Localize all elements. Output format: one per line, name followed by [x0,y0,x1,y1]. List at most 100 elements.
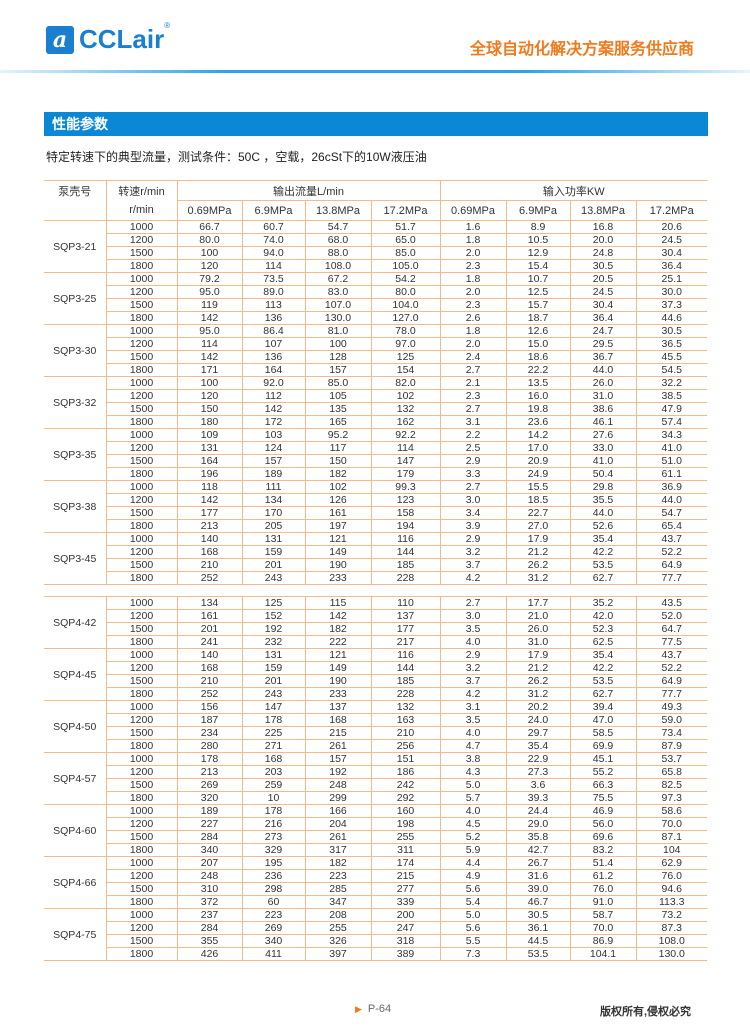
flow-cell: 149 [304,661,371,675]
flow-cell: 171 [176,363,242,377]
power-cell: 5.7 [439,791,506,805]
power-cell: 43.7 [635,648,707,662]
flow-cell: 110 [370,596,440,610]
speed-cell: 1000 [105,648,177,662]
power-cell: 44.0 [635,493,707,507]
page-number-text: P-64 [367,1003,392,1015]
pump-model-cell: SQP3-35 [44,428,106,481]
speed-cell: 1800 [105,363,177,377]
power-cell: 4.0 [439,726,506,740]
power-cell: 30.0 [635,285,707,299]
flow-cell: 81.0 [304,324,371,338]
speed-cell: 1200 [105,817,177,831]
power-cell: 1.6 [439,220,506,234]
table-row: SQP4-45 1000 140 131 121 116 2.9 17.9 35.4 43.7 [44,648,707,701]
flow-cell: 154 [370,363,440,377]
power-cell: 38.6 [569,402,636,416]
flow-cell: 114 [241,259,305,273]
power-cell: 2.5 [439,441,506,455]
table-row: 1200 95.0 89.0 83.0 80.0 2.0 12.5 24.5 30.0 [44,285,707,299]
power-cell: 62.7 [569,571,636,585]
power-cell: 18.5 [505,493,570,507]
power-cell: 1.8 [439,272,506,286]
power-cell: 24.7 [569,324,636,338]
power-cell: 108.0 [635,934,707,948]
power-cell: 36.4 [569,311,636,325]
power-cell: 55.2 [569,765,636,779]
power-cell: 22.2 [505,363,570,377]
table-row: 1200 284 269 255 247 5.6 36.1 70.0 87.3 [44,921,707,935]
power-cell: 2.3 [439,298,506,312]
header-flow: 输出流量L/min [176,180,440,201]
power-cell: 4.7 [439,739,506,753]
flow-cell: 159 [241,661,305,675]
flow-cell: 273 [241,830,305,844]
power-cell: 3.1 [439,415,506,429]
flow-cell: 215 [370,869,440,883]
power-cell: 5.5 [439,934,506,948]
table-row: 1500 100 94.0 88.0 85.0 2.0 12.9 24.8 30.4 [44,246,707,260]
flow-cell: 190 [304,674,371,688]
pump-model-cell: SQP4-75 [44,908,106,961]
flow-cell: 247 [370,921,440,935]
header-subrow: r/min 0.69MPa 6.9MPa 13.8MPa 17.2MPa 0.6… [44,200,707,221]
flow-cell: 215 [304,726,371,740]
flow-cell: 182 [304,467,371,481]
power-cell: 26.2 [505,558,570,572]
power-cell: 44.6 [635,311,707,325]
power-cell: 54.5 [635,363,707,377]
table-row: 1200 227 216 204 198 4.5 29.0 56.0 70.0 [44,817,707,831]
flow-cell: 170 [241,506,305,520]
flow-cell: 92.2 [370,428,440,442]
power-cell: 2.3 [439,259,506,273]
table-row: 1800 340 329 317 311 5.9 42.7 83.2 104 [44,843,707,857]
power-cell: 30.4 [569,298,636,312]
flow-cell: 166 [304,804,371,818]
table-row: 1200 248 236 223 215 4.9 31.6 61.2 76.0 [44,869,707,883]
power-cell: 46.1 [569,415,636,429]
speed-cell: 1800 [105,571,177,585]
flow-cell: 60.7 [241,220,305,234]
power-cell: 65.8 [635,765,707,779]
power-cell: 35.4 [505,739,570,753]
header-power-p1: 0.69MPa [439,200,506,221]
flow-cell: 180 [176,415,242,429]
power-cell: 12.9 [505,246,570,260]
flow-cell: 140 [176,532,242,546]
speed-cell: 1000 [105,480,177,494]
flow-cell: 79.2 [176,272,242,286]
flow-cell: 261 [304,830,371,844]
table-row: SQP4-60 1000 189 178 166 160 4.0 24.4 46.9 58.6 [44,804,707,857]
flow-cell: 311 [370,843,440,857]
table-row: 1800 213 205 197 194 3.9 27.0 52.6 65.4 [44,519,707,533]
power-cell: 27.3 [505,765,570,779]
power-cell: 35.8 [505,830,570,844]
power-cell: 87.1 [635,830,707,844]
flow-cell: 217 [370,635,440,649]
speed-cell: 1200 [105,389,177,403]
speed-cell: 1500 [105,830,177,844]
flow-cell: 339 [370,895,440,909]
pump-model-cell: SQP3-38 [44,480,106,533]
power-cell: 64.9 [635,674,707,688]
power-cell: 3.7 [439,674,506,688]
power-cell: 76.0 [569,882,636,896]
speed-cell: 1500 [105,350,177,364]
flow-cell: 95.0 [176,285,242,299]
flow-cell: 150 [176,402,242,416]
pump-model-cell: SQP3-25 [44,272,106,325]
power-cell: 31.0 [505,635,570,649]
flow-cell: 103 [241,428,305,442]
table-row: 1800 120 114 108.0 105.0 2.3 15.4 30.5 36.4 [44,259,707,273]
flow-cell: 192 [304,765,371,779]
flow-cell: 105 [304,389,371,403]
speed-cell: 1500 [105,674,177,688]
power-cell: 61.2 [569,869,636,883]
power-cell: 49.3 [635,700,707,714]
flow-cell: 51.7 [370,220,440,234]
flow-cell: 107.0 [304,298,371,312]
flow-cell: 157 [304,752,371,766]
flow-cell: 197 [304,519,371,533]
power-cell: 64.9 [635,558,707,572]
power-cell: 29.0 [505,817,570,831]
